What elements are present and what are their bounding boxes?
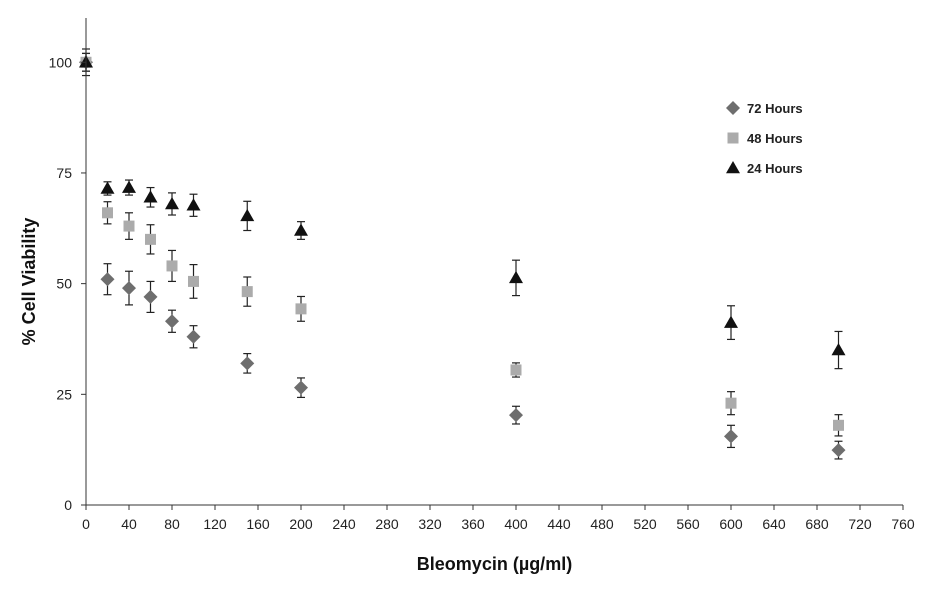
data-point — [165, 314, 179, 329]
x-tick-label: 560 — [676, 516, 700, 532]
legend-marker — [727, 132, 739, 144]
x-tick-label: 280 — [375, 516, 399, 532]
data-point — [240, 208, 255, 222]
x-tick-label: 720 — [848, 516, 872, 532]
data-point — [145, 233, 156, 245]
x-tick-label: 120 — [203, 516, 227, 532]
x-tick-label: 80 — [164, 516, 180, 532]
axes: 0 40 80 120 160 200 240 280 320 360 400 440 480 520 56… — [49, 18, 915, 532]
x-tick-label: 640 — [762, 516, 786, 532]
data-point — [122, 281, 136, 296]
data-point — [100, 181, 115, 194]
x-tick-label: 240 — [332, 516, 356, 532]
series-triangle — [79, 48, 846, 370]
x-tick-label: 760 — [891, 516, 915, 532]
x-tick-label: 200 — [289, 516, 313, 532]
x-tick-label: 680 — [805, 516, 829, 532]
legend-marker — [726, 101, 740, 115]
y-tick-label: 0 — [64, 497, 72, 513]
data-point — [240, 356, 255, 371]
legend-item: 48 Hours — [727, 131, 803, 146]
x-tick-label: 360 — [461, 516, 485, 532]
series-diamond — [79, 52, 846, 460]
data-point — [123, 220, 135, 232]
data-point — [831, 443, 846, 458]
data-point — [122, 180, 136, 193]
legend-label: 48 Hours — [747, 131, 803, 146]
data-point — [241, 286, 253, 298]
data-point — [294, 380, 308, 395]
data-point — [833, 419, 844, 431]
data-point — [143, 289, 158, 304]
x-tick-label: 440 — [547, 516, 571, 532]
y-tick-label: 25 — [56, 386, 72, 402]
data-point — [143, 190, 158, 203]
x-tick-label: 520 — [633, 516, 657, 532]
x-axis-title: Bleomycin (µg/ml) — [417, 554, 572, 574]
x-tick-label: 400 — [504, 516, 528, 532]
x-tick-label: 40 — [121, 516, 137, 532]
x-tick-label: 480 — [590, 516, 614, 532]
legend-item: 72 Hours — [726, 101, 803, 116]
data-point — [510, 364, 522, 376]
data-point — [724, 429, 738, 444]
data-point — [831, 343, 846, 356]
data-point — [166, 260, 178, 272]
data-point — [295, 303, 307, 315]
y-tick-label: 50 — [56, 276, 72, 292]
data-point — [724, 315, 738, 328]
legend-marker — [726, 161, 740, 174]
data-point — [725, 397, 737, 409]
plot-area — [79, 48, 846, 460]
legend-label: 24 Hours — [747, 161, 803, 176]
data-point — [165, 196, 179, 210]
data-point — [100, 272, 115, 287]
y-tick-label: 100 — [49, 54, 73, 70]
x-tick-label: 160 — [246, 516, 270, 532]
y-axis-title: % Cell Viability — [19, 218, 39, 346]
data-point — [186, 329, 201, 344]
data-point — [186, 198, 201, 211]
x-tick-label: 320 — [418, 516, 442, 532]
legend: 72 Hours 48 Hours 24 Hours — [726, 101, 803, 176]
data-point — [102, 207, 113, 219]
legend-label: 72 Hours — [747, 101, 803, 116]
y-tick-label: 75 — [56, 165, 72, 181]
data-point — [509, 270, 523, 284]
x-tick-label: 0 — [82, 516, 90, 532]
data-point — [294, 223, 308, 236]
data-point — [188, 275, 199, 287]
legend-item: 24 Hours — [726, 161, 803, 176]
x-tick-label: 600 — [719, 516, 743, 532]
data-point — [509, 408, 523, 423]
